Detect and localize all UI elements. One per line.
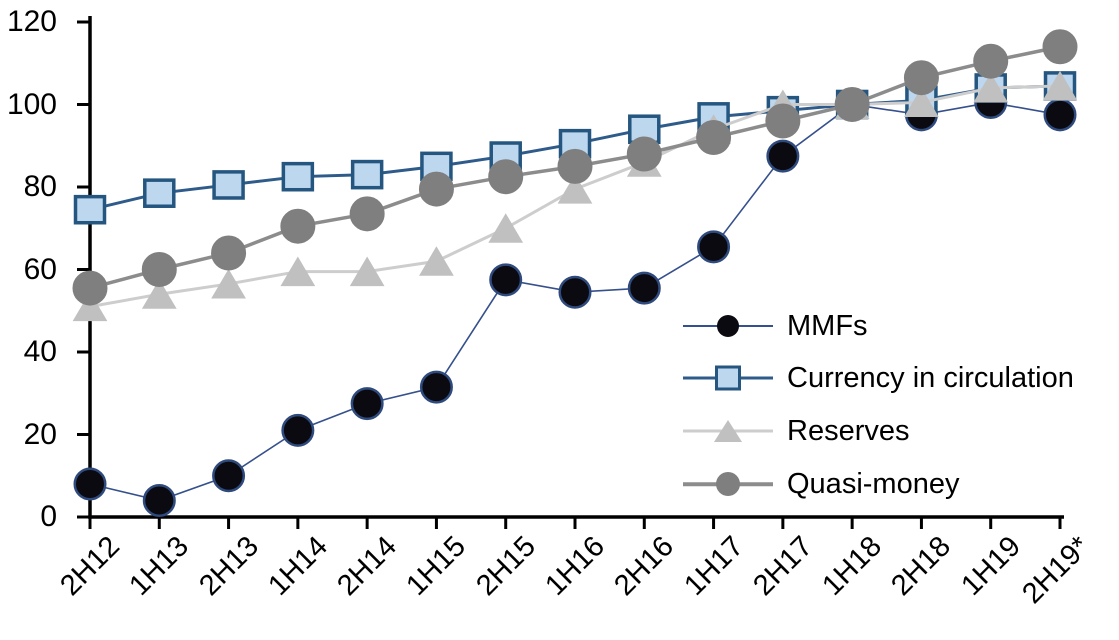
quasi-money-point — [280, 208, 316, 244]
reserves-point — [488, 213, 524, 243]
mmfs-point — [558, 275, 592, 309]
quasi-money-point — [973, 43, 1009, 79]
mmfs-point — [212, 459, 246, 493]
mmfs-point — [766, 139, 800, 173]
quasi-money-point — [626, 136, 662, 172]
quasi-money-legend-marker — [683, 462, 773, 506]
reserves-point — [211, 268, 246, 299]
quasi-money-point — [834, 87, 870, 122]
y-axis-label: 60 — [23, 252, 57, 286]
mmfs-point — [419, 370, 453, 404]
reserves-point — [904, 87, 939, 117]
mmfs-point — [627, 271, 661, 305]
mmfs-point — [281, 413, 315, 447]
mmfs-point — [73, 467, 107, 501]
quasi-money-point — [488, 159, 524, 195]
y-axis-label: 100 — [6, 87, 57, 121]
legend-item-quasi-money: Quasi-money — [683, 462, 959, 506]
quasi-money-point — [211, 235, 247, 271]
y-axis-label: 40 — [23, 335, 57, 368]
mmfs-legend-marker — [683, 304, 773, 348]
y-axis-label: 20 — [23, 417, 57, 451]
currency-in-circulation-point — [350, 159, 384, 190]
legend-label: MMFs — [787, 309, 868, 342]
y-axis-label: 0 — [40, 500, 57, 533]
legend-item-mmfs: MMFs — [683, 304, 868, 348]
reserves-legend-marker — [683, 409, 773, 453]
currency-in-circulation-point — [73, 194, 107, 225]
reserves-point — [280, 256, 316, 287]
mmfs-point — [489, 263, 523, 297]
currency-in-circulation-point — [143, 178, 176, 208]
reserves-point — [419, 246, 454, 276]
legend-item-currency-in-circulation: Currency in circulation — [683, 356, 1074, 400]
quasi-money-point — [1042, 29, 1078, 65]
mmfs-point — [697, 230, 731, 264]
quasi-money-point — [141, 252, 177, 287]
legend-label: Quasi-money — [787, 467, 960, 500]
reserves-point — [557, 174, 593, 204]
quasi-money-point — [557, 148, 593, 184]
reserves-point — [973, 72, 1009, 103]
quasi-money-point — [418, 171, 454, 207]
mmfs-point — [1043, 98, 1077, 132]
legend-item-reserves: Reserves — [683, 409, 910, 453]
currency-in-circulation-point — [281, 161, 315, 192]
y-axis-label: 80 — [23, 170, 57, 203]
y-axis-label: 120 — [6, 5, 57, 38]
quasi-money-point — [349, 196, 385, 232]
currency-in-circulation-legend-marker — [683, 356, 773, 400]
quasi-money-point — [72, 270, 108, 306]
reserves-point — [141, 279, 177, 309]
quasi-money-point — [696, 120, 732, 155]
quasi-money-point — [903, 60, 939, 96]
reserves-point — [349, 256, 385, 287]
mmfs-point — [142, 484, 176, 517]
legend-label: Currency in circulation — [787, 361, 1074, 394]
legend-label: Reserves — [787, 414, 910, 447]
reserves-point — [72, 291, 108, 322]
mmfs-point — [350, 387, 384, 421]
quasi-money-point — [765, 103, 801, 139]
currency-in-circulation-point — [212, 170, 245, 200]
reserves-point — [1042, 70, 1078, 101]
